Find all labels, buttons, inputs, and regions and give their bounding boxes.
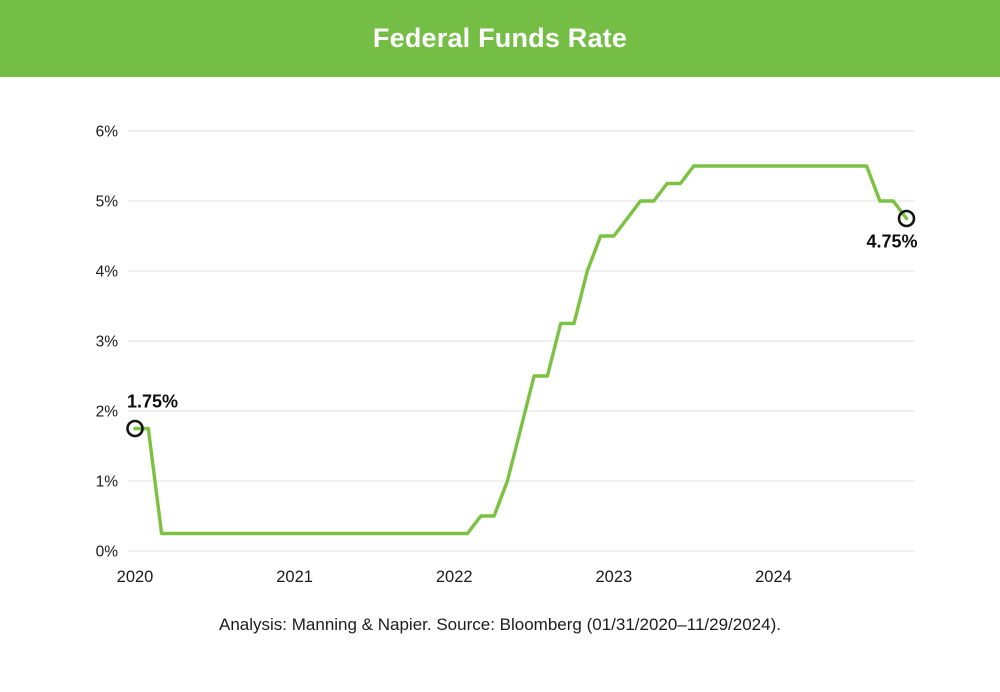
x-tick-label: 2023 [596,568,633,586]
x-tick-label: 2022 [436,568,473,586]
x-tick-label: 2024 [755,568,792,586]
value-annotation-label: 1.75% [127,392,178,412]
y-tick-label: 6% [96,124,119,141]
gridlines [128,130,915,552]
y-tick-label: 4% [96,264,119,281]
source-note: Analysis: Manning & Napier. Source: Bloo… [219,615,781,634]
value-annotations: 1.75% 4.75% [127,232,918,412]
endpoint-markers [126,209,916,438]
value-annotation-label: 4.75% [866,232,917,252]
y-tick-label: 1% [96,474,119,491]
chart-title-bar: Federal Funds Rate [0,0,1000,77]
x-axis-labels: 2020 2021 2022 2023 2024 [117,568,792,586]
x-tick-label: 2021 [276,568,313,586]
x-tick-label: 2020 [117,568,154,586]
y-tick-label: 3% [96,334,119,351]
chart-title: Federal Funds Rate [372,23,628,53]
y-tick-label: 2% [96,404,119,421]
rate-line [133,164,909,536]
endpoint-marker [897,209,916,228]
y-axis-labels: 0% 1% 2% 3% 4% 5% 6% [96,124,119,561]
endpoint-marker [126,419,144,438]
y-tick-label: 5% [96,194,119,211]
y-tick-label: 0% [96,544,119,561]
